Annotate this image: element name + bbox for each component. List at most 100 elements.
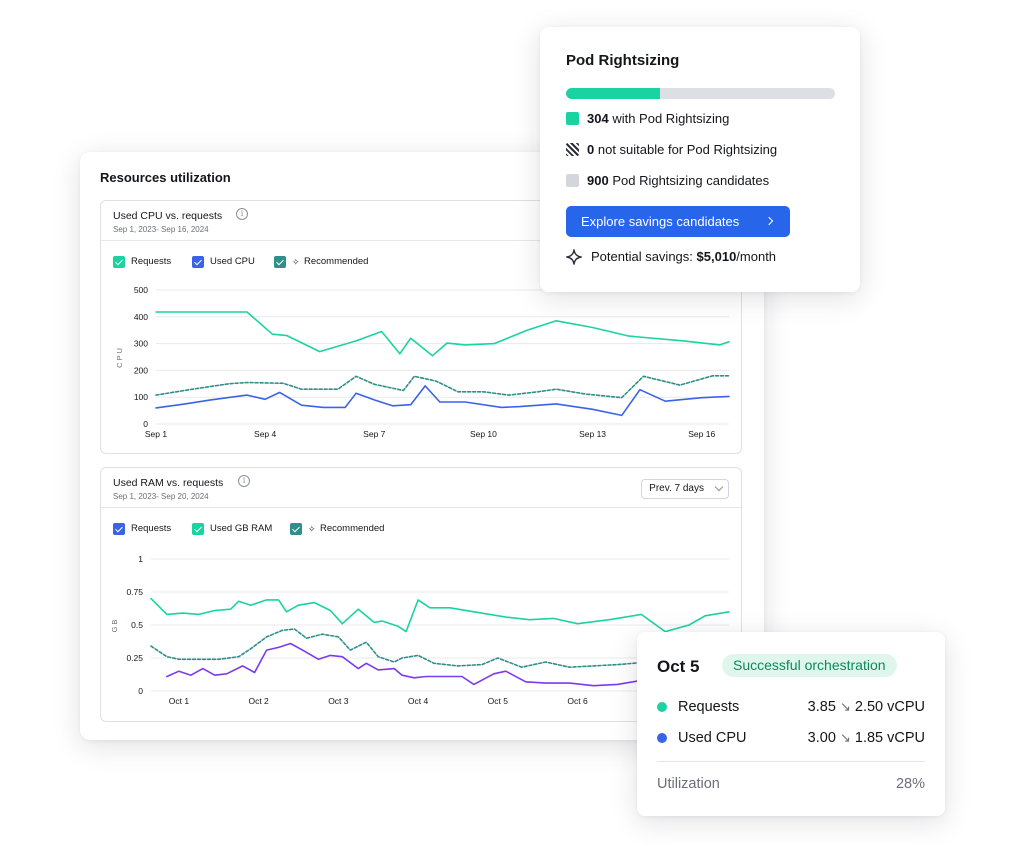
pod-rightsizing-card: Pod Rightsizing 304 with Pod Rightsizing… <box>540 27 860 292</box>
cpu-series-recommended[interactable] <box>155 375 730 399</box>
cpu-x-tick-label: Sep 4 <box>254 429 276 439</box>
ram-x-tick-label: Oct 4 <box>408 696 429 706</box>
ram-y-tick-label: 1 <box>138 554 143 564</box>
cpu-y-tick-label: 0 <box>143 419 148 429</box>
cpu-y-tick-label: 200 <box>134 365 148 375</box>
checkbox-checked-icon[interactable] <box>192 256 204 268</box>
legend-dot <box>657 702 667 712</box>
legend-dot <box>657 733 667 743</box>
legend-label: Requests <box>131 523 172 534</box>
cpu-series-requests[interactable] <box>155 311 730 357</box>
sparkle-icon <box>566 249 582 265</box>
sparkle-icon: ✧ <box>308 524 316 534</box>
metric-row-used-cpu: Used CPU 3.00 ↘ 1.85 vCPU <box>657 729 925 747</box>
arrow-down-right-icon: ↘ <box>839 730 851 745</box>
metric-from: 3.00 <box>807 730 836 746</box>
checkbox-checked-icon[interactable] <box>274 256 286 268</box>
period-dropdown-label: Prev. 7 days <box>649 483 704 494</box>
ram-y-tick-label: 0.25 <box>126 653 143 663</box>
ram-x-tick-label: Oct 2 <box>248 696 269 706</box>
cpu-x-tick-label: Sep 10 <box>470 429 497 439</box>
cpu-x-tick-label: Sep 13 <box>579 429 606 439</box>
cpu-series-used-cpu[interactable] <box>155 385 730 417</box>
explore-savings-candidates-button[interactable]: Explore savings candidates <box>566 206 790 237</box>
cpu-y-axis-label: CPU <box>115 346 124 368</box>
metric-row-requests: Requests 3.85 ↘ 2.50 vCPU <box>657 698 925 716</box>
ram-x-tick-label: Oct 5 <box>488 696 509 706</box>
cpu-y-tick-label: 500 <box>134 285 148 295</box>
status-badge: Successful orchestration <box>722 654 897 677</box>
cpu-chart-header: Used CPU vs. requests i Sep 1, 2023- Sep… <box>101 201 741 241</box>
checkbox-checked-icon[interactable] <box>113 523 125 535</box>
pod-rightsizing-progress-bar <box>566 88 835 99</box>
cpu-y-tick-label: 300 <box>134 339 148 349</box>
chevron-right-icon <box>764 216 774 226</box>
legend-label: Used GB RAM <box>210 523 273 534</box>
savings-value: $5,010 <box>696 249 737 264</box>
ram-chart-header: Used RAM vs. requests i Sep 1, 2023- Sep… <box>101 468 741 508</box>
tooltip-date: Oct 5 <box>657 657 700 676</box>
utilization-label: Utilization <box>657 776 720 792</box>
stat-value: 900 <box>587 173 609 188</box>
ram-chart-card: Used RAM vs. requests i Sep 1, 2023- Sep… <box>100 467 742 722</box>
pod-rightsizing-title: Pod Rightsizing <box>566 52 680 69</box>
savings-unit: /month <box>736 249 777 264</box>
legend-item-recommended[interactable]: ✧ Recommended <box>274 256 384 270</box>
legend-item-recommended[interactable]: ✧ Recommended <box>290 523 400 537</box>
info-icon[interactable]: i <box>236 208 248 220</box>
ram-y-tick-label: 0.75 <box>126 587 143 597</box>
checkbox-checked-icon[interactable] <box>113 256 125 268</box>
legend-item-requests[interactable]: Requests <box>113 523 183 537</box>
legend-item-used-cpu[interactable]: Used CPU <box>192 256 262 270</box>
pod-rightsizing-progress-fill <box>566 88 661 99</box>
cpu-line-chart: 0 100 200 300 400 500 CPU Sep 1 Sep 4 Sep 7 Sep 10… <box>115 285 730 439</box>
checkbox-checked-icon[interactable] <box>192 523 204 535</box>
metric-label: Requests <box>678 699 740 715</box>
savings-label: Potential savings: <box>591 249 693 264</box>
info-icon[interactable]: i <box>238 475 250 487</box>
cpu-chart-date-range: Sep 1, 2023- Sep 16, 2024 <box>113 225 209 234</box>
legend-label: Recommended <box>320 523 385 534</box>
striped-swatch-icon <box>566 143 579 156</box>
legend-item-requests[interactable]: Requests <box>113 256 183 270</box>
arrow-down-right-icon: ↘ <box>839 699 851 714</box>
cpu-x-tick-label: Sep 16 <box>688 429 715 439</box>
legend-label: Recommended <box>304 256 369 267</box>
divider <box>657 761 925 762</box>
stat-value: 0 <box>587 142 595 157</box>
period-dropdown[interactable]: Prev. 7 days <box>641 479 729 499</box>
legend-label: Used CPU <box>210 256 255 267</box>
ram-y-tick-label: 0.5 <box>131 620 143 630</box>
legend-swatch <box>566 174 579 187</box>
metric-from: 3.85 <box>807 699 836 715</box>
legend-label: Requests <box>131 256 172 267</box>
checkbox-checked-icon[interactable] <box>290 523 302 535</box>
ram-chart-title: Used RAM vs. requests <box>113 477 224 489</box>
ram-x-tick-label: Oct 1 <box>169 696 190 706</box>
legend-swatch <box>566 112 579 125</box>
ram-chart-date-range: Sep 1, 2023- Sep 20, 2024 <box>113 492 209 501</box>
metric-label: Used CPU <box>678 730 747 746</box>
panel-title: Resources utilization <box>100 170 231 185</box>
metric-to: 1.85 vCPU <box>854 730 925 746</box>
utilization-value: 28% <box>895 776 925 792</box>
cpu-x-tick-label: Sep 1 <box>145 429 167 439</box>
cpu-chart-title: Used CPU vs. requests <box>113 210 223 222</box>
metric-to: 2.50 vCPU <box>854 699 925 715</box>
ram-y-axis-label: GB <box>110 618 119 633</box>
utilization-row: Utilization 28% <box>657 775 925 793</box>
orchestration-tooltip-card: Oct 5 Successful orchestration Requests … <box>637 632 945 816</box>
ram-x-tick-label: Oct 6 <box>567 696 588 706</box>
stat-label: with Pod Rightsizing <box>612 111 730 126</box>
ram-y-tick-label: 0 <box>138 686 143 696</box>
ram-series-recommended[interactable] <box>150 628 706 668</box>
ram-series-used-gb-ram[interactable] <box>150 597 730 633</box>
stat-value: 304 <box>587 111 609 126</box>
ram-series-requests[interactable] <box>166 642 698 687</box>
legend-item-used-gb-ram[interactable]: Used GB RAM <box>192 523 282 537</box>
ram-x-tick-label: Oct 3 <box>328 696 349 706</box>
explore-button-label: Explore savings candidates <box>581 214 740 229</box>
cpu-y-tick-label: 100 <box>134 392 148 402</box>
stat-label: Pod Rightsizing candidates <box>612 173 770 188</box>
cpu-x-tick-label: Sep 7 <box>363 429 385 439</box>
